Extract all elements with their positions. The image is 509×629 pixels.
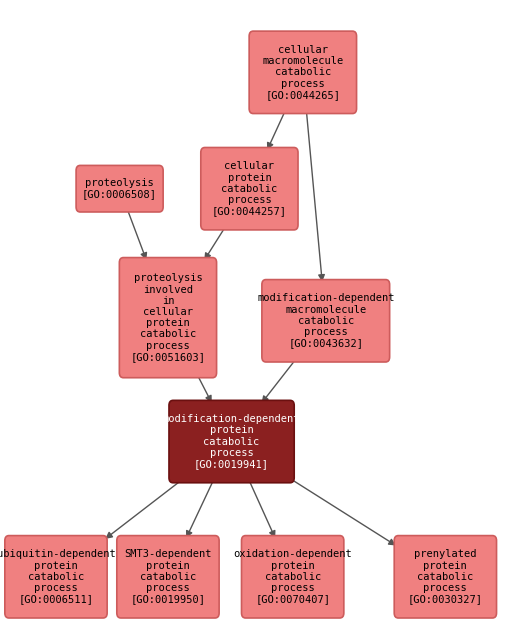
Text: oxidation-dependent
protein
catabolic
process
[GO:0070407]: oxidation-dependent protein catabolic pr…	[233, 549, 352, 604]
FancyBboxPatch shape	[76, 165, 163, 212]
FancyBboxPatch shape	[169, 400, 294, 483]
Text: SMT3-dependent
protein
catabolic
process
[GO:0019950]: SMT3-dependent protein catabolic process…	[124, 549, 212, 604]
FancyBboxPatch shape	[117, 535, 219, 618]
FancyBboxPatch shape	[5, 535, 107, 618]
Text: cellular
macromolecule
catabolic
process
[GO:0044265]: cellular macromolecule catabolic process…	[262, 45, 344, 100]
Text: proteolysis
[GO:0006508]: proteolysis [GO:0006508]	[82, 178, 157, 199]
FancyBboxPatch shape	[241, 535, 344, 618]
Text: ubiquitin-dependent
protein
catabolic
process
[GO:0006511]: ubiquitin-dependent protein catabolic pr…	[0, 549, 116, 604]
Text: proteolysis
involved
in
cellular
protein
catabolic
process
[GO:0051603]: proteolysis involved in cellular protein…	[130, 274, 206, 362]
Text: modification-dependent
protein
catabolic
process
[GO:0019941]: modification-dependent protein catabolic…	[163, 414, 300, 469]
FancyBboxPatch shape	[119, 258, 216, 377]
FancyBboxPatch shape	[394, 535, 497, 618]
Text: cellular
protein
catabolic
process
[GO:0044257]: cellular protein catabolic process [GO:0…	[212, 161, 287, 216]
FancyBboxPatch shape	[249, 31, 356, 113]
Text: modification-dependent
macromolecule
catabolic
process
[GO:0043632]: modification-dependent macromolecule cat…	[257, 293, 394, 348]
Text: prenylated
protein
catabolic
process
[GO:0030327]: prenylated protein catabolic process [GO…	[408, 549, 483, 604]
FancyBboxPatch shape	[201, 148, 298, 230]
FancyBboxPatch shape	[262, 279, 390, 362]
